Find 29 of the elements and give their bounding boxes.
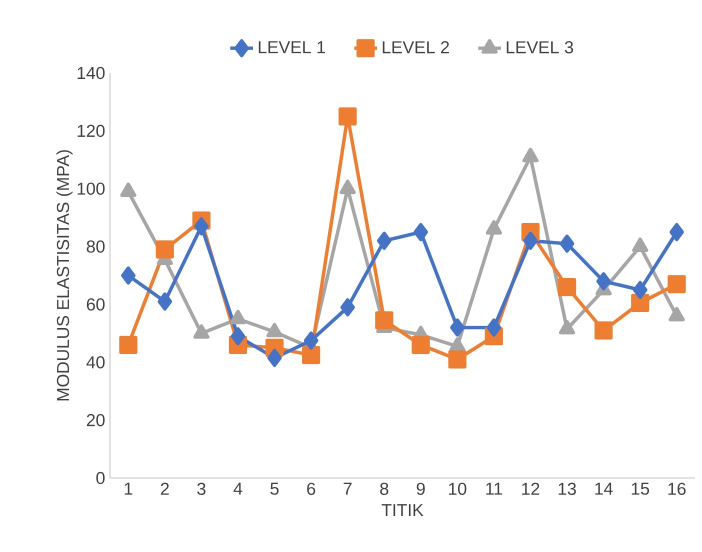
x-tick-label: 5 bbox=[270, 482, 279, 495]
x-tick-label: 12 bbox=[522, 482, 540, 495]
x-tick-label: 4 bbox=[234, 482, 242, 495]
x-tick-label: 9 bbox=[416, 482, 425, 495]
y-tick-label: 0 bbox=[96, 472, 105, 484]
x-tick-label: 7 bbox=[344, 482, 352, 495]
y-tick-label: 120 bbox=[78, 124, 105, 137]
legend-label: LEVEL 3 bbox=[506, 41, 574, 54]
legend-label: LEVEL 2 bbox=[382, 41, 449, 54]
x-tick-label: 11 bbox=[486, 482, 502, 495]
y-tick-label: 80 bbox=[86, 240, 105, 253]
x-axis-title: TITIK bbox=[382, 504, 424, 516]
x-tick-label: 14 bbox=[595, 482, 613, 495]
x-tick-label: 8 bbox=[380, 482, 388, 495]
x-tick-label: 2 bbox=[160, 482, 169, 495]
x-tick-label: 13 bbox=[558, 482, 576, 495]
y-tick-label: 60 bbox=[86, 298, 105, 311]
x-tick-label: 3 bbox=[197, 482, 206, 495]
x-tick-label: 1 bbox=[124, 482, 132, 495]
y-tick-label: 20 bbox=[86, 414, 105, 426]
y-tick-label: 140 bbox=[78, 66, 105, 80]
x-tick-label: 16 bbox=[668, 482, 686, 495]
x-tick-label: 15 bbox=[632, 482, 650, 495]
y-tick-label: 40 bbox=[86, 356, 105, 368]
y-axis-title: MODULUS ELASTISITAS (MPA) bbox=[56, 150, 73, 400]
x-tick-label: 6 bbox=[307, 482, 316, 495]
legend-label: LEVEL 1 bbox=[258, 41, 325, 54]
x-tick-label: 10 bbox=[449, 482, 466, 495]
y-tick-label: 100 bbox=[78, 182, 105, 195]
